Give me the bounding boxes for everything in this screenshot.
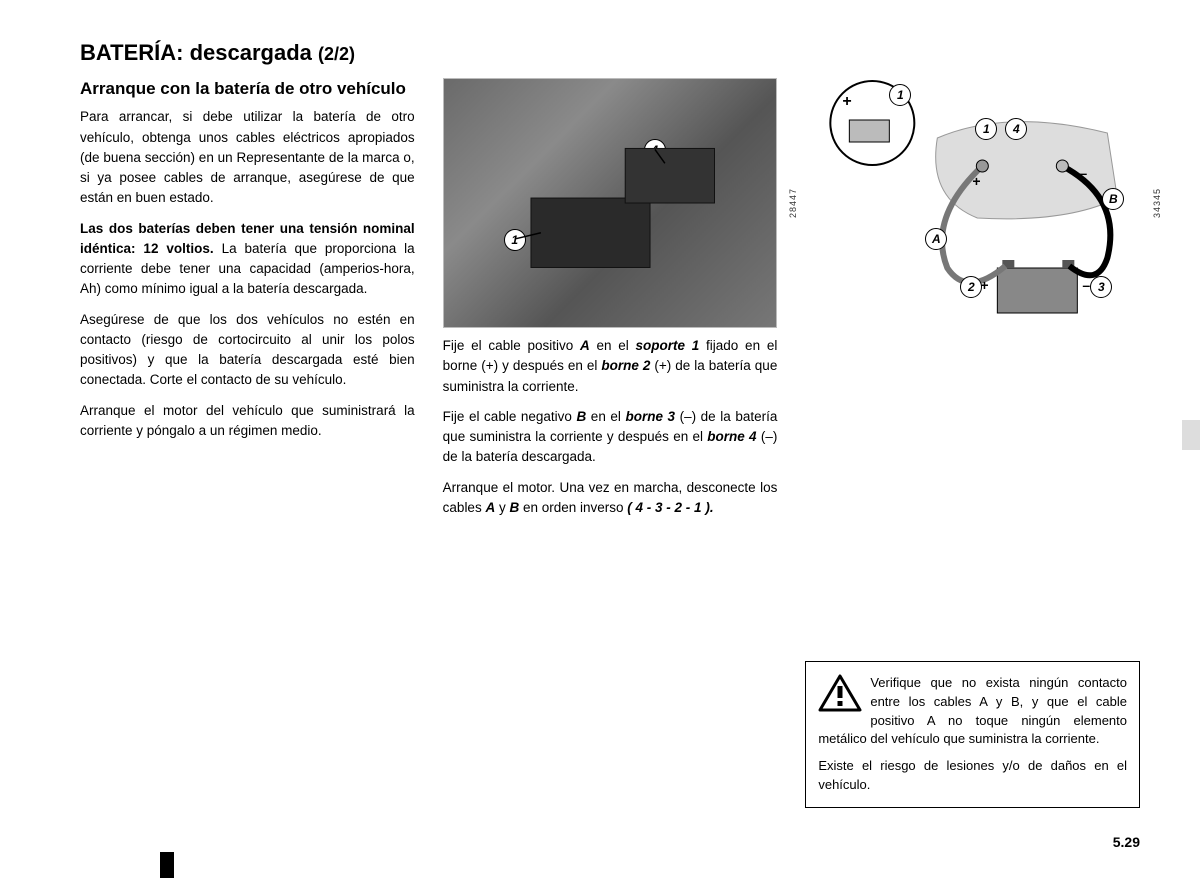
subheading: Arranque con la batería de otro vehículo [80, 78, 415, 99]
col2-p3: Arranque el motor. Una vez en marcha, de… [443, 478, 778, 519]
column-3: 34345 + [805, 78, 1140, 868]
col2-p2: Fije el cable negativo B en el borne 3 (… [443, 407, 778, 468]
para-1: Para arrancar, si debe utilizar la bater… [80, 107, 415, 208]
page-number: 5.29 [1113, 834, 1140, 850]
warning-box: Verifique que no exista ningún contacto … [805, 661, 1140, 808]
para-4: Arranque el motor del vehículo que sumin… [80, 401, 415, 442]
svg-text:–: – [1080, 165, 1088, 181]
para-2: Las dos baterías deben tener una tensión… [80, 219, 415, 300]
content-columns: Arranque con la batería de otro vehículo… [80, 78, 1140, 868]
engine-photo: 28447 1 4 [443, 78, 778, 328]
side-tab [1182, 420, 1200, 450]
warning-icon [818, 674, 862, 714]
column-2: 28447 1 4 Fije el cable positivo A en el… [443, 78, 778, 868]
title-main: BATERÍA: descargada [80, 40, 312, 65]
image-code: 28447 [788, 188, 798, 218]
footer-mark [160, 852, 174, 878]
column-1: Arranque con la batería de otro vehículo… [80, 78, 415, 868]
title-paren: (2/2) [318, 44, 355, 64]
page-title: BATERÍA: descargada (2/2) [80, 40, 1140, 66]
image-code-2: 34345 [1152, 188, 1162, 218]
svg-text:+: + [973, 173, 981, 189]
manual-page: BATERÍA: descargada (2/2) Arranque con l… [0, 0, 1200, 888]
svg-text:+: + [843, 93, 852, 110]
engine-photo-svg [444, 79, 777, 327]
col2-p1: Fije el cable positivo A en el soporte 1… [443, 336, 778, 397]
warn-p2: Existe el riesgo de lesiones y/o de daño… [818, 757, 1127, 795]
warn-p1: Verifique que no exista ningún contacto … [818, 674, 1127, 749]
cable-diagram: 34345 + [805, 78, 1140, 328]
para-3: Asegúrese de que los dos vehículos no es… [80, 310, 415, 391]
